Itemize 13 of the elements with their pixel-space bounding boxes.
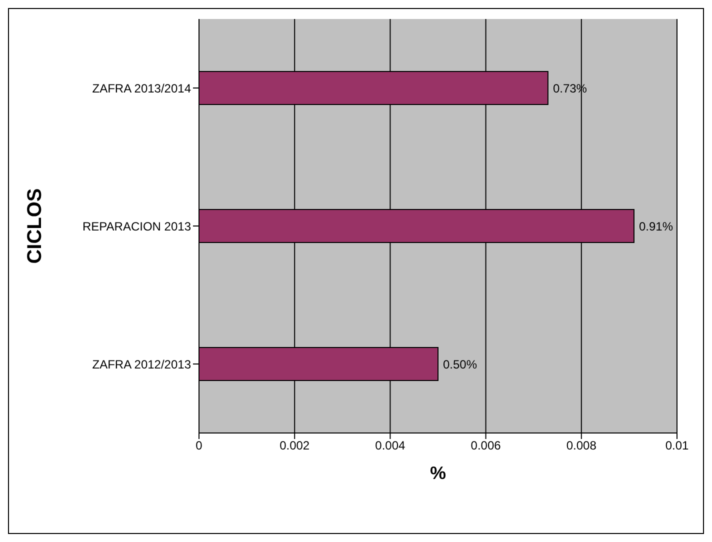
x-tick-label: 0.008 [566,438,597,453]
x-tick-label: 0.01 [665,438,689,453]
data-label: 0.91% [638,219,674,234]
x-tick-label: 0 [196,438,203,453]
x-tick-label: 0.002 [280,438,310,453]
x-axis-title: % [430,463,446,483]
x-tick-label: 0.004 [375,438,406,453]
y-tick-label: REPARACION 2013 [82,219,192,234]
x-tick-label: 0.006 [470,438,502,453]
y-tick-label: ZAFRA 2012/2013 [92,357,192,372]
y-axis-title: CICLOS [24,188,46,264]
y-tick-label: ZAFRA 2013/2014 [92,81,192,96]
data-label: 0.50% [443,357,478,372]
